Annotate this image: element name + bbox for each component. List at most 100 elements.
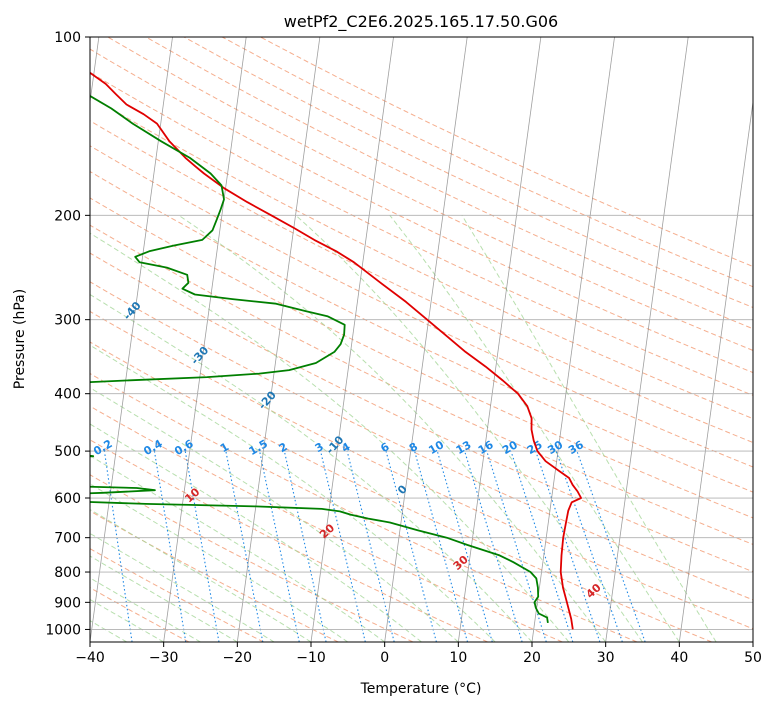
profile-line (90, 94, 549, 624)
dry-adiabat-line (90, 341, 712, 642)
isotherm-line (531, 37, 615, 642)
x-tick-label: 0 (380, 650, 389, 666)
mixing-ratio-line (225, 450, 264, 642)
dry-adiabat-line (145, 37, 753, 330)
mixing-ratio-line (103, 451, 133, 642)
mixing-ratio-line (555, 450, 623, 642)
x-axis-label: Temperature (°C) (360, 681, 482, 697)
mixing-ratio-label: 10 (426, 438, 446, 457)
isotherm-line (310, 37, 394, 642)
moist-adiabat-line (90, 293, 533, 642)
moist-adiabat-line (90, 598, 164, 642)
moist-adiabat-line (90, 455, 385, 642)
y-tick-label: 500 (54, 444, 81, 460)
dry-adiabat-line (183, 37, 753, 309)
dry-adiabats (90, 37, 753, 642)
y-axis-label: Pressure (hPa) (12, 289, 28, 389)
moist-adiabat-line (90, 508, 312, 642)
y-axis: 100 200 300 400 500 600 700 800 900 1000 (45, 30, 90, 638)
dry-adiabat-line (90, 281, 753, 601)
mixing-ratio-label: 20 (500, 438, 520, 457)
mixing-ratio-line (283, 450, 327, 642)
x-tick-label: 20 (523, 650, 541, 666)
dry-adiabat-line (107, 37, 753, 351)
mixing-ratio-line (346, 450, 395, 642)
moist-adiabat-line (90, 232, 570, 642)
mixing-ratio-line (535, 450, 601, 642)
mixing-ratio-label: 6 (378, 440, 391, 455)
isotherm-line (236, 37, 321, 642)
mixing-ratio-lines (103, 450, 646, 642)
mixing-ratio-line (576, 450, 646, 642)
mixing-ratio-label: 16 (476, 438, 496, 457)
mixing-ratio-line (510, 450, 574, 642)
mixing-ratio-line (486, 450, 547, 642)
dry-adiabat-line (90, 405, 563, 642)
moist-adiabat-line (90, 423, 422, 642)
plot-area: -100-90-80-70-60-50-40-30-20-10010203040… (0, 37, 753, 642)
profiles (90, 71, 582, 630)
y-tick-label: 300 (54, 313, 81, 329)
mixing-ratio-label: 13 (454, 438, 474, 457)
dry-adiabat-label: 10 (182, 485, 202, 505)
x-tick-label: −30 (149, 650, 179, 666)
isotherm-label: -20 (256, 388, 279, 412)
moist-adiabat-line (90, 555, 238, 642)
dry-adiabat-line (90, 95, 753, 420)
dry-adiabat-line (90, 197, 753, 519)
mixing-ratio-line (414, 450, 469, 642)
mixing-ratio-label: 1.5 (247, 437, 270, 458)
dry-adiabat-line (90, 170, 753, 493)
moist-adiabat-line (389, 214, 680, 642)
mixing-ratio-line (320, 450, 366, 642)
isotherm-line (90, 37, 100, 105)
x-tick-label: −20 (223, 650, 253, 666)
profile-line (90, 71, 582, 630)
moist-adiabat-line (90, 577, 201, 642)
mixing-ratio-line (436, 450, 493, 642)
dry-adiabat-line (90, 474, 414, 642)
mixing-ratio-label: 4 (339, 440, 352, 455)
y-tick-label: 100 (54, 30, 81, 46)
moist-adiabat-line (461, 215, 717, 642)
dry-adiabat-line (90, 224, 753, 545)
isotherm-label: -30 (188, 344, 211, 368)
dry-adiabat-label: 20 (317, 521, 337, 541)
dry-adiabat-line (90, 439, 488, 642)
x-tick-label: −10 (296, 650, 326, 666)
isotherm-label: -50 (53, 254, 76, 278)
mixing-ratio-line (464, 450, 523, 642)
moist-adiabat-line (90, 532, 275, 642)
isotherm-line (90, 37, 173, 642)
chart-title: wetPf2_C2E6.2025.165.17.50.G06 (284, 12, 558, 32)
x-tick-label: 30 (597, 650, 615, 666)
moist-adiabat-line (90, 387, 459, 642)
mixing-ratio-line (259, 450, 300, 642)
isotherm-line (384, 37, 468, 642)
moist-adiabats (90, 214, 717, 642)
isotherm-label: -60 (0, 209, 9, 233)
mixing-ratio-label: 0.2 (91, 437, 114, 458)
dry-adiabat-line (260, 37, 753, 268)
dry-adiabat-line (90, 510, 339, 642)
mixing-ratio-label: 0.4 (141, 437, 165, 458)
y-tick-label: 800 (54, 565, 81, 581)
isotherm-line (605, 37, 689, 642)
y-tick-label: 900 (54, 595, 81, 611)
plot-frame (89, 36, 754, 643)
mixing-ratio-line (153, 451, 187, 642)
pressure-gridlines (90, 37, 753, 630)
dry-adiabat-line (90, 310, 753, 630)
isotherm-label: -40 (121, 299, 144, 323)
moist-adiabat-line (295, 214, 643, 642)
mixing-ratio-label: 2 (277, 440, 290, 455)
isotherms (90, 37, 753, 642)
isotherm-line (678, 99, 753, 642)
dry-adiabat-line (90, 548, 264, 642)
dry-adiabat-line (90, 48, 753, 374)
isotherm-line (752, 639, 753, 642)
mixing-ratio-line (385, 450, 437, 642)
moist-adiabat-line (90, 344, 496, 642)
dry-adiabat-label: 40 (584, 581, 604, 601)
